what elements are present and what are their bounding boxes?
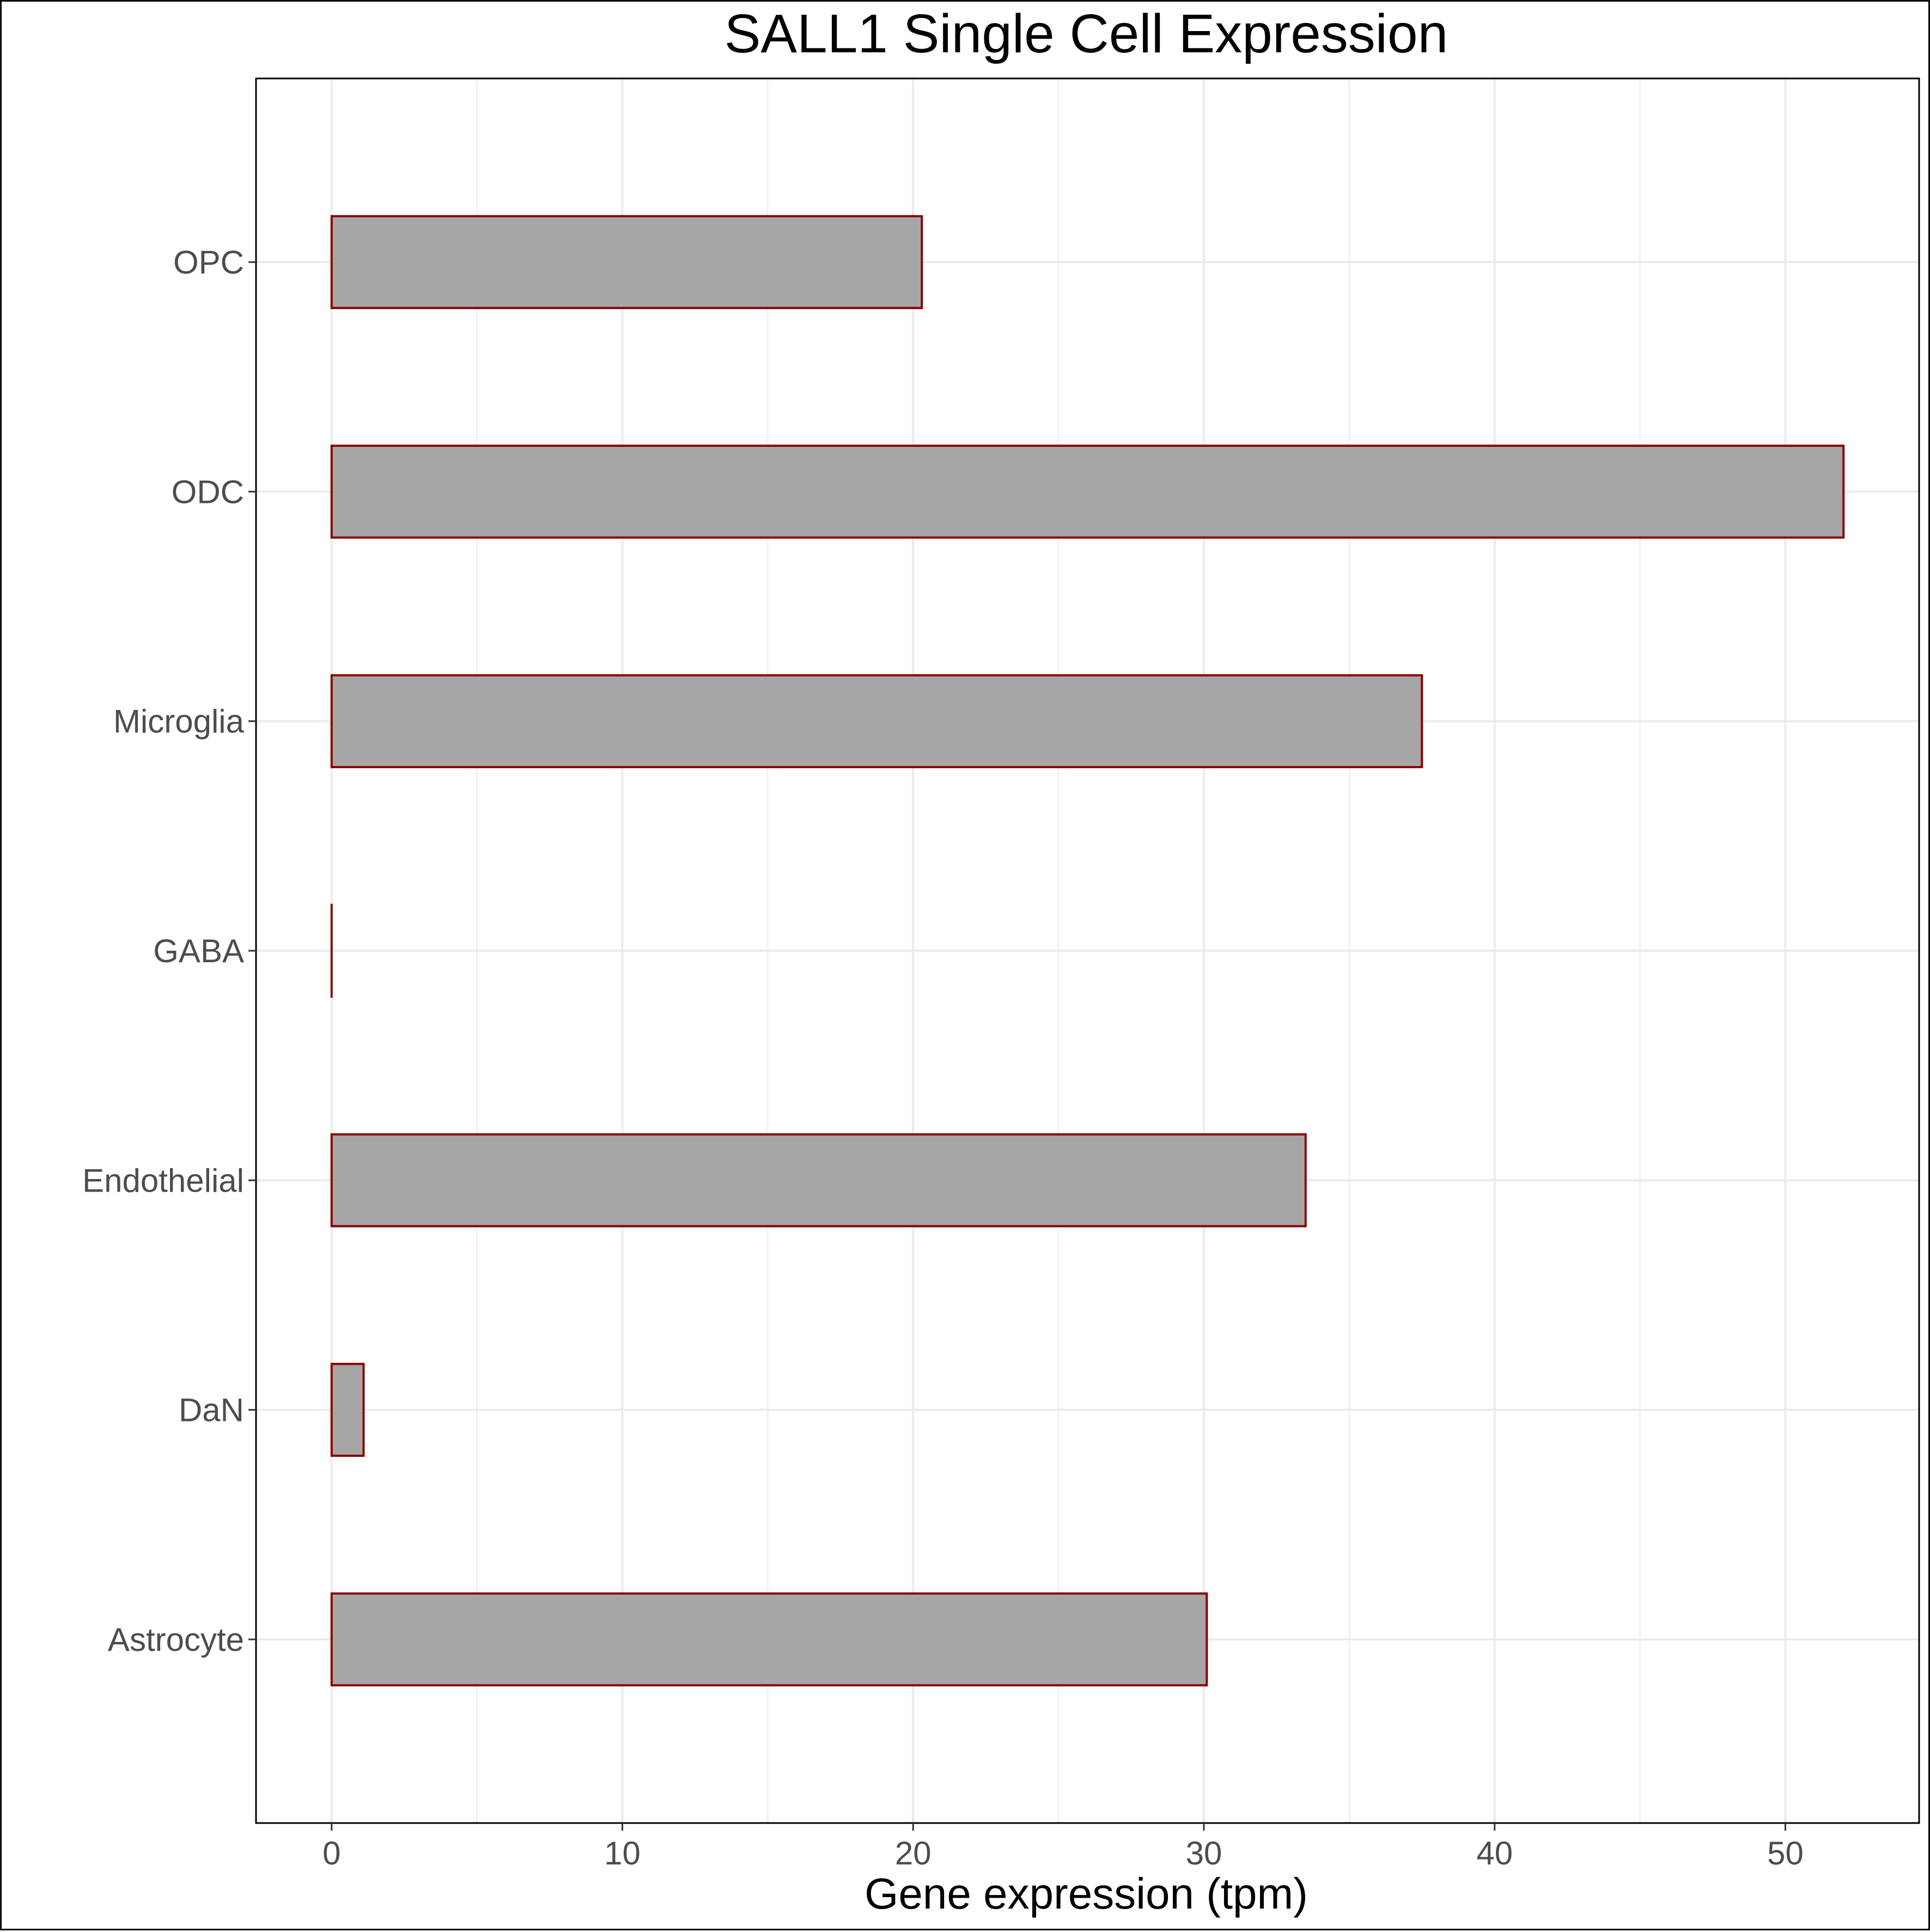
bar-odc xyxy=(332,446,1843,538)
y-tick-label: OPC xyxy=(173,244,244,281)
bar-astrocyte xyxy=(332,1594,1207,1686)
x-tick-label: 0 xyxy=(322,1835,340,1872)
y-tick-label: Microglia xyxy=(113,703,245,740)
grid-lines xyxy=(256,78,1919,1823)
y-tick-label: GABA xyxy=(153,933,244,969)
x-tick-label: 30 xyxy=(1186,1835,1222,1872)
bar-microglia xyxy=(332,675,1422,767)
bar-dan xyxy=(332,1364,364,1456)
chart-title: SALL1 Single Cell Expression xyxy=(724,3,1448,64)
x-tick-label: 20 xyxy=(895,1835,931,1872)
y-tick-label: DaN xyxy=(179,1392,244,1429)
y-tick-label: ODC xyxy=(172,473,244,510)
bar-opc xyxy=(332,216,922,308)
x-tick-label: 40 xyxy=(1476,1835,1513,1872)
y-tick-label: Astrocyte xyxy=(108,1621,244,1658)
bar-endothelial xyxy=(332,1134,1306,1226)
y-tick-label: Endothelial xyxy=(82,1162,244,1199)
x-tick-label: 10 xyxy=(604,1835,641,1872)
x-tick-label: 50 xyxy=(1767,1835,1804,1872)
x-axis-title: Gene expression (tpm) xyxy=(864,1869,1308,1918)
